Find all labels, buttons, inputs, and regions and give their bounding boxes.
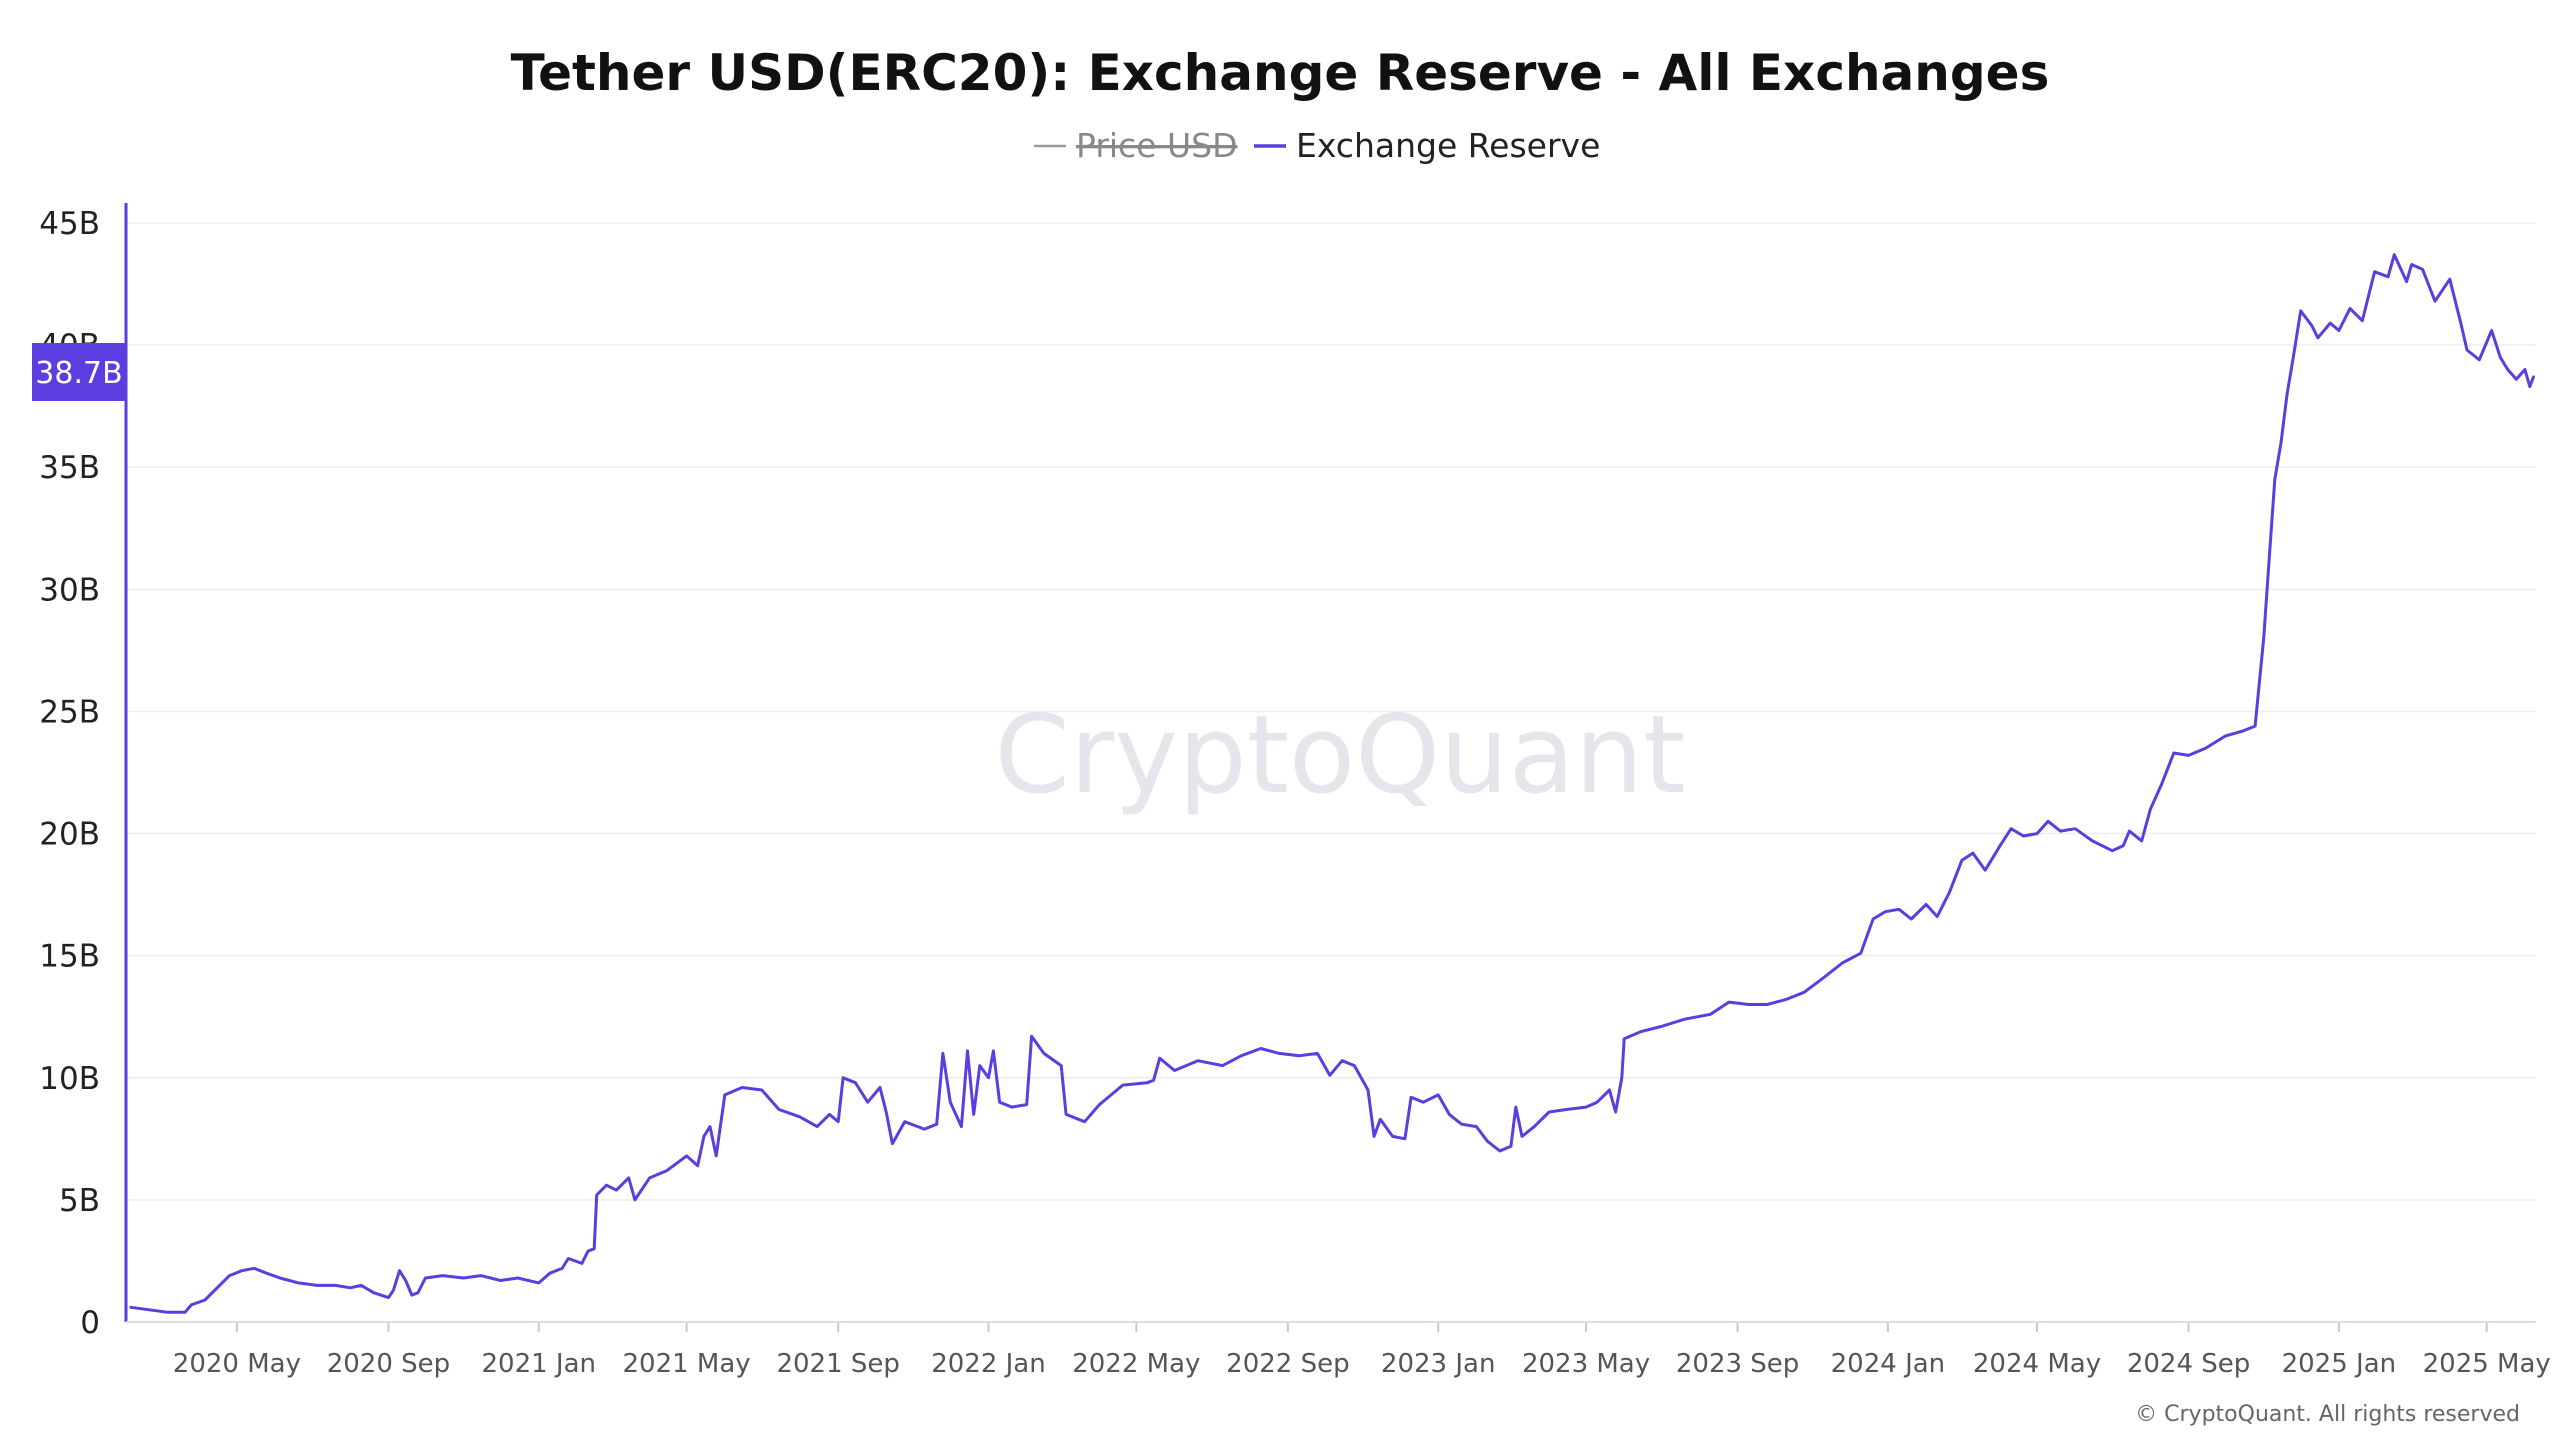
x-tick-label: 2020 May [173, 1349, 301, 1379]
copyright: © CryptoQuant. All rights reserved [2135, 1402, 2520, 1427]
x-tick-label: 2021 May [623, 1349, 751, 1379]
x-tick-label: 2023 Jan [1381, 1349, 1496, 1379]
x-tick-label: 2024 Jan [1831, 1349, 1946, 1379]
x-tick-label: 2024 May [1973, 1349, 2101, 1379]
x-tick-label: 2025 May [2423, 1349, 2551, 1379]
x-tick-label: 2022 Sep [1226, 1349, 1349, 1379]
legend-label-exchange-reserve[interactable]: Exchange Reserve [1296, 126, 1600, 165]
legend-item-price[interactable]: Price USD [1034, 126, 1238, 165]
y-tick-label: 0 [80, 1305, 100, 1341]
series-line-exchange-reserve [129, 253, 2535, 1314]
y-tick-label: 25B [39, 694, 100, 730]
x-tick-label: 2021 Jan [481, 1349, 596, 1379]
current-value-tag-bg [32, 343, 126, 401]
chart-title: Tether USD(ERC20): Exchange Reserve - Al… [511, 44, 2050, 102]
x-tick-label: 2024 Sep [2127, 1349, 2250, 1379]
x-tick-label: 2022 May [1072, 1349, 1200, 1379]
y-tick-label: 30B [39, 572, 100, 608]
series-layer [129, 253, 2535, 1314]
x-tick-label: 2020 Sep [327, 1349, 450, 1379]
current-value-tag-text: 38.7B [35, 356, 122, 391]
y-tick-label: 45B [39, 206, 100, 242]
y-tick-label: 15B [39, 939, 100, 975]
x-tick-label: 2022 Jan [931, 1349, 1046, 1379]
x-tick-label: 2021 Sep [776, 1349, 899, 1379]
x-axis-ticks: 2020 May 2020 Sep 2021 Jan 2021 May 2021 Sep… [173, 1322, 2551, 1379]
legend[interactable]: Price USD Exchange Reserve [1034, 126, 1600, 165]
y-tick-label: 35B [39, 450, 100, 486]
x-tick-label: 2025 Jan [2282, 1349, 2397, 1379]
legend-item-exchange-reserve[interactable]: Exchange Reserve [1254, 126, 1600, 165]
y-axis-ticks: 05B10B15B20B25B30B35B40B45B [39, 206, 100, 1341]
y-tick-label: 5B [59, 1183, 100, 1219]
current-value-tag: 38.7B [32, 343, 126, 401]
watermark: CryptoQuant [994, 693, 1685, 818]
x-tick-label: 2023 Sep [1676, 1349, 1799, 1379]
y-tick-label: 10B [39, 1061, 100, 1097]
grid [126, 222, 2536, 1201]
y-tick-label: 20B [39, 817, 100, 853]
x-tick-label: 2023 May [1522, 1349, 1650, 1379]
